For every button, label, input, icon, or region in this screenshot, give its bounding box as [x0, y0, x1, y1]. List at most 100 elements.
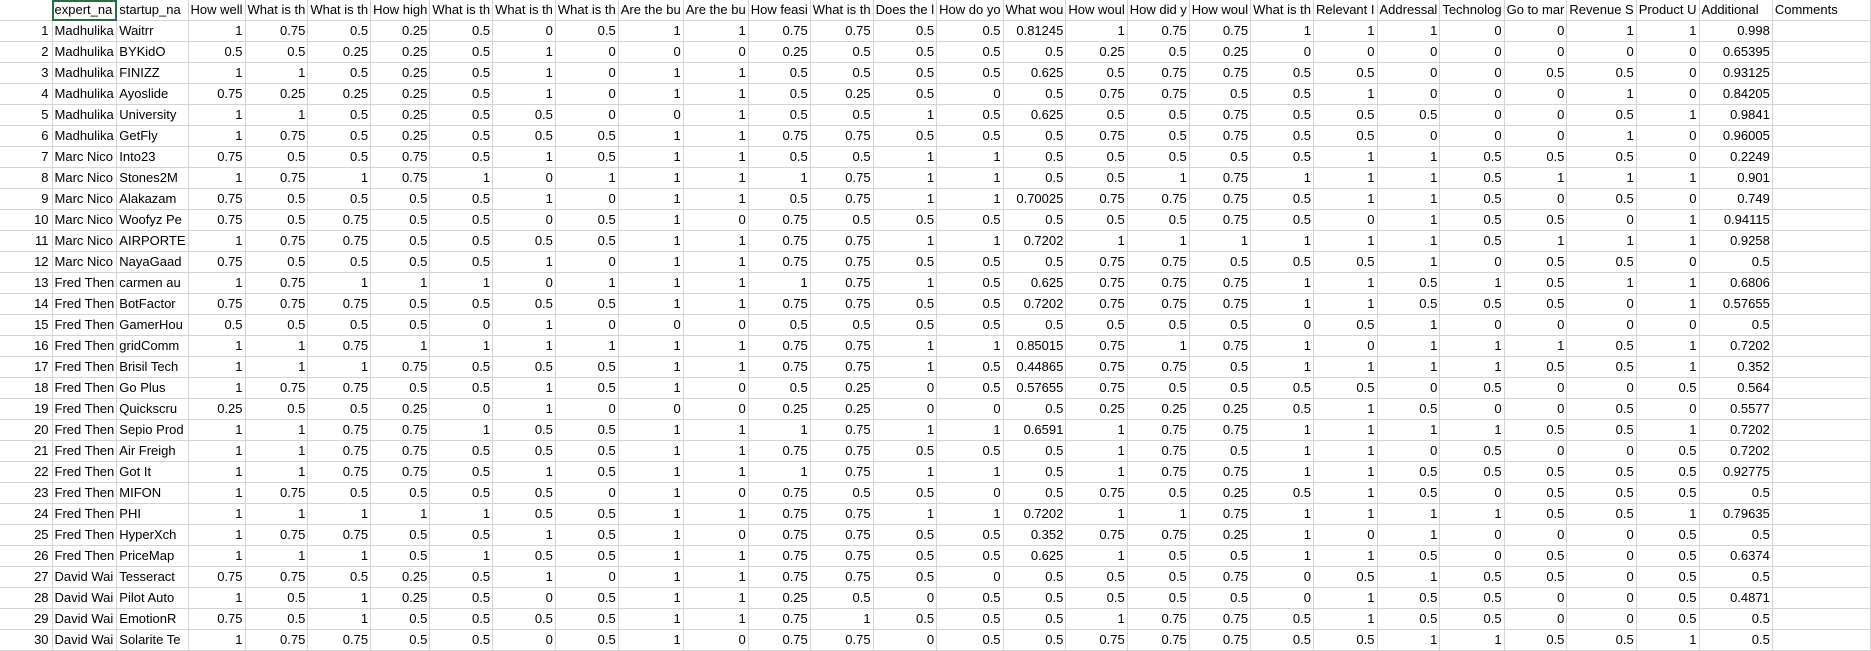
value-cell[interactable]: 0.5 [1250, 608, 1314, 630]
value-cell[interactable]: 0.75 [245, 230, 309, 252]
value-cell[interactable]: 1 [555, 335, 619, 357]
value-cell[interactable]: 0.5 [1003, 398, 1067, 420]
value-cell[interactable]: 0.5 [1439, 461, 1505, 483]
value-cell[interactable]: 1 [1636, 293, 1700, 315]
startup-name-cell[interactable]: MIFON [116, 482, 189, 504]
value-cell[interactable]: 0.5 [748, 62, 811, 84]
value-cell[interactable]: 0 [555, 482, 619, 504]
value-cell[interactable]: 0.5 [1189, 83, 1252, 105]
value-cell[interactable]: 0.5 [936, 41, 1004, 63]
value-cell[interactable]: 1 [683, 272, 749, 294]
column-header-cell[interactable]: Are the bu [683, 0, 749, 21]
column-header-cell[interactable]: Comments [1772, 0, 1871, 21]
expert-name-cell[interactable]: Madhulika [52, 125, 118, 147]
value-cell[interactable]: 1 [429, 419, 494, 441]
value-cell[interactable]: 0.5 [1003, 440, 1067, 462]
value-cell[interactable]: 1 [873, 356, 938, 378]
value-cell[interactable]: 0.75 [748, 251, 811, 273]
value-cell[interactable]: 0.5 [1636, 461, 1700, 483]
value-cell[interactable]: 0 [1439, 314, 1505, 336]
value-cell[interactable]: 0.5 [1504, 146, 1568, 168]
value-cell[interactable]: 0 [618, 104, 684, 126]
value-cell[interactable]: 0.5 [1003, 146, 1067, 168]
value-cell[interactable]: 1 [492, 398, 556, 420]
value-cell[interactable]: 0.6591 [1003, 419, 1067, 441]
value-cell[interactable]: 0.5 [245, 608, 309, 630]
value-cell[interactable] [1772, 209, 1871, 231]
column-header-cell[interactable]: How woul [1065, 0, 1128, 21]
value-cell[interactable]: 1 [683, 62, 749, 84]
value-cell[interactable]: 0.75 [245, 629, 309, 651]
value-cell[interactable]: 1 [1313, 482, 1378, 504]
value-cell[interactable]: 0.81245 [1003, 20, 1067, 42]
value-cell[interactable]: 0.5 [1003, 587, 1067, 609]
value-cell[interactable]: 0.7202 [1003, 293, 1067, 315]
column-header-cell[interactable]: Technolog [1439, 0, 1505, 21]
value-cell[interactable]: 1 [370, 272, 431, 294]
value-cell[interactable]: 0.5 [1250, 146, 1314, 168]
value-cell[interactable]: 0 [873, 398, 938, 420]
column-header-cell[interactable]: How do yo [936, 0, 1004, 21]
value-cell[interactable]: 0.5 [1504, 566, 1568, 588]
value-cell[interactable]: 0.96005 [1699, 125, 1773, 147]
value-cell[interactable]: 0.5 [1250, 125, 1314, 147]
value-cell[interactable]: 1 [810, 608, 874, 630]
value-cell[interactable]: 1 [245, 335, 309, 357]
expert-name-cell[interactable]: Madhulika [52, 41, 118, 63]
value-cell[interactable]: 0.5 [1377, 398, 1441, 420]
value-cell[interactable]: 0 [1504, 587, 1568, 609]
value-cell[interactable]: 0.5 [936, 272, 1004, 294]
value-cell[interactable]: 0.65395 [1699, 41, 1773, 63]
value-cell[interactable]: 1 [683, 608, 749, 630]
value-cell[interactable]: 0.5 [1566, 398, 1637, 420]
value-cell[interactable]: 0 [1439, 398, 1505, 420]
value-cell[interactable]: 1 [748, 167, 811, 189]
value-cell[interactable]: 0.5 [555, 209, 619, 231]
value-cell[interactable]: 0 [1313, 209, 1378, 231]
value-cell[interactable] [1772, 629, 1871, 651]
value-cell[interactable]: 0.75 [245, 293, 309, 315]
value-cell[interactable] [1772, 419, 1871, 441]
value-cell[interactable]: 0 [1439, 62, 1505, 84]
value-cell[interactable] [1772, 608, 1871, 630]
value-cell[interactable]: 0.75 [1189, 272, 1252, 294]
value-cell[interactable]: 1 [936, 167, 1004, 189]
value-cell[interactable]: 0 [1439, 83, 1505, 105]
value-cell[interactable]: 0.5 [1377, 272, 1441, 294]
value-cell[interactable]: 0.75 [748, 356, 811, 378]
value-cell[interactable]: 0.5 [555, 377, 619, 399]
value-cell[interactable]: 0.25 [1127, 398, 1190, 420]
value-cell[interactable]: 1 [188, 524, 246, 546]
value-cell[interactable]: 0.5 [245, 146, 309, 168]
value-cell[interactable]: 1 [1504, 167, 1568, 189]
value-cell[interactable] [1772, 272, 1871, 294]
value-cell[interactable]: 1 [618, 629, 684, 651]
value-cell[interactable]: 0.75 [1189, 566, 1252, 588]
value-cell[interactable]: 1 [618, 482, 684, 504]
value-cell[interactable]: 1 [683, 335, 749, 357]
value-cell[interactable]: 0.57655 [1003, 377, 1067, 399]
column-header-cell[interactable]: What is th [810, 0, 874, 21]
value-cell[interactable]: 0.5 [936, 440, 1004, 462]
expert-name-cell[interactable]: Marc Nico [52, 146, 118, 168]
value-cell[interactable]: 0.75 [810, 566, 874, 588]
value-cell[interactable]: 0.5 [1127, 587, 1190, 609]
value-cell[interactable]: 0.5 [429, 566, 494, 588]
value-cell[interactable]: 0.625 [1003, 272, 1067, 294]
value-cell[interactable]: 0.5 [555, 587, 619, 609]
value-cell[interactable]: 0.5 [1127, 482, 1190, 504]
value-cell[interactable]: 0.5 [1699, 629, 1773, 651]
value-cell[interactable]: 0 [1313, 335, 1378, 357]
startup-name-cell[interactable]: gridComm [116, 335, 189, 357]
value-cell[interactable]: 1 [1377, 230, 1441, 252]
value-cell[interactable]: 0 [492, 209, 556, 231]
value-cell[interactable]: 1 [429, 272, 494, 294]
value-cell[interactable]: 0.5 [429, 125, 494, 147]
value-cell[interactable]: 0.75 [307, 377, 372, 399]
value-cell[interactable]: 0.5 [936, 125, 1004, 147]
value-cell[interactable]: 0 [1377, 41, 1441, 63]
value-cell[interactable]: 1 [1313, 167, 1378, 189]
value-cell[interactable]: 0.5 [1313, 62, 1378, 84]
value-cell[interactable]: 0.7202 [1003, 230, 1067, 252]
expert-name-cell[interactable]: Fred Then [52, 272, 118, 294]
